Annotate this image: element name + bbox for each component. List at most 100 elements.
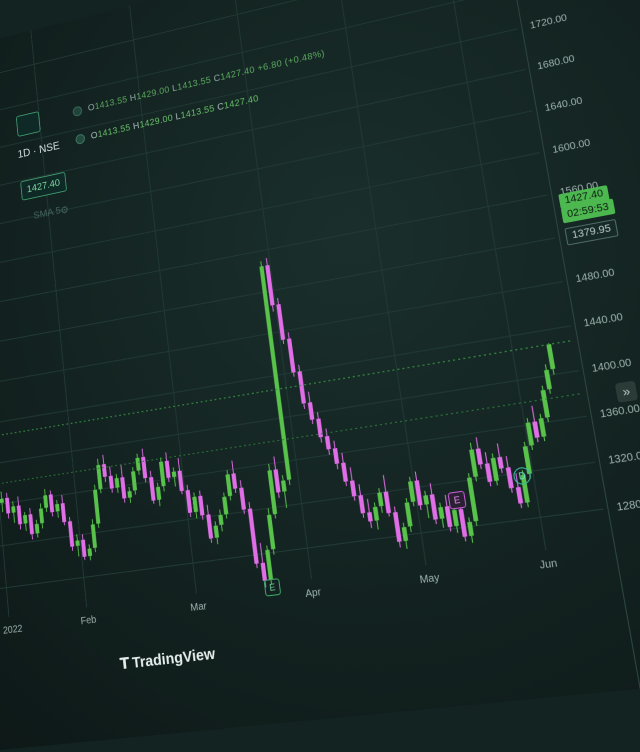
candle-body [452,510,459,527]
candle-body [259,266,291,480]
candle-body [297,371,306,404]
candle-body [438,507,444,519]
candle-body [333,448,339,464]
candle-body [367,512,373,522]
price-tick-label: 1400.00 [591,356,633,374]
grid-line [335,0,426,565]
candle-body [5,498,10,514]
candle-body [358,495,365,513]
candle-body [131,471,137,491]
candle-body [87,548,92,556]
candle-body [267,515,276,550]
candle-body [198,496,204,516]
visibility-toggle-icon[interactable] [75,133,85,145]
price-tick-label: 1600.00 [551,137,591,155]
candle-body [373,507,379,521]
candle-body [11,506,15,513]
price-axis: 1800.001760.001720.001680.001640.001600.… [515,0,640,513]
price-tick-label: 1440.00 [583,311,624,329]
candle-body [393,512,402,542]
candle-body [546,344,555,369]
candle-body [231,473,237,489]
candle-body [497,457,504,469]
candle-body [172,471,177,477]
candle-body [49,494,54,512]
price-tick-label: 1320.00 [607,449,640,466]
price-tick-label: 1720.00 [529,12,568,31]
tradingview-logo-icon: 𝗧 [119,654,130,674]
candle-body [39,508,44,523]
candle-body [430,494,438,520]
candle-body [109,476,114,489]
candle-body [68,521,74,547]
candle-body [127,491,132,498]
time-tick-label: Feb [80,614,97,627]
candle-body [506,467,514,488]
candle-body [405,502,413,526]
candle-body [55,504,60,512]
candle-body [402,527,409,541]
time-tick-label: May [419,571,441,585]
candle-body [96,465,102,490]
candle-body [544,370,552,390]
price-tick-label: 1480.00 [575,267,616,285]
earnings-icon[interactable]: E [264,578,282,597]
candle-body [287,338,296,372]
candle-body [325,436,331,450]
candle-body [159,461,166,486]
candle-body [93,490,100,524]
candle-body [17,505,22,524]
candle-body [206,514,213,538]
candle-body [491,458,499,481]
candle-body [467,477,478,521]
candle-body [384,491,392,513]
candle-body [516,487,523,504]
grid-line [0,238,555,350]
candle-body [539,418,547,437]
earnings-icon[interactable]: E [447,491,466,510]
candle-body [0,498,4,503]
candle-body [120,477,126,499]
candle-body [273,469,280,492]
time-tick-label: Mar [190,600,208,613]
candle-body [485,463,493,482]
candle-body [476,448,483,465]
visibility-toggle-icon[interactable] [72,105,82,117]
candle-body [281,480,287,492]
candle-body [192,497,198,513]
candle-body [458,509,467,537]
candle-body [156,487,161,500]
candle-body [102,464,107,477]
candle-body [141,457,147,479]
time-tick-label: 2022 [3,623,23,636]
candle-body [75,540,79,546]
time-tick-label: Apr [305,586,322,599]
candle-body [377,492,383,506]
candle-body [35,524,40,534]
time-tick-label: Jun [539,557,559,571]
grid-line [0,48,9,617]
price-tick-label: 1280.00 [616,496,640,513]
grid-line [0,153,540,274]
candle-body [341,462,348,481]
candle-body [261,563,267,581]
candle-body [350,480,357,496]
candle-body [308,402,315,420]
candle-body [28,514,34,534]
candle-body [91,524,97,548]
settings-icon[interactable]: ⚙ [60,203,69,216]
candle-body [239,487,246,509]
grid-line [0,0,504,89]
candle-body [214,525,220,538]
candle-body [225,474,232,496]
price-tick-label: 1680.00 [536,53,575,72]
price-tick-label: 1640.00 [544,95,583,114]
candle-body [541,390,550,418]
candle-body [23,515,28,524]
scroll-to-realtime-button[interactable]: » [615,381,638,403]
candle-body [423,495,429,505]
candle-body [467,522,474,536]
